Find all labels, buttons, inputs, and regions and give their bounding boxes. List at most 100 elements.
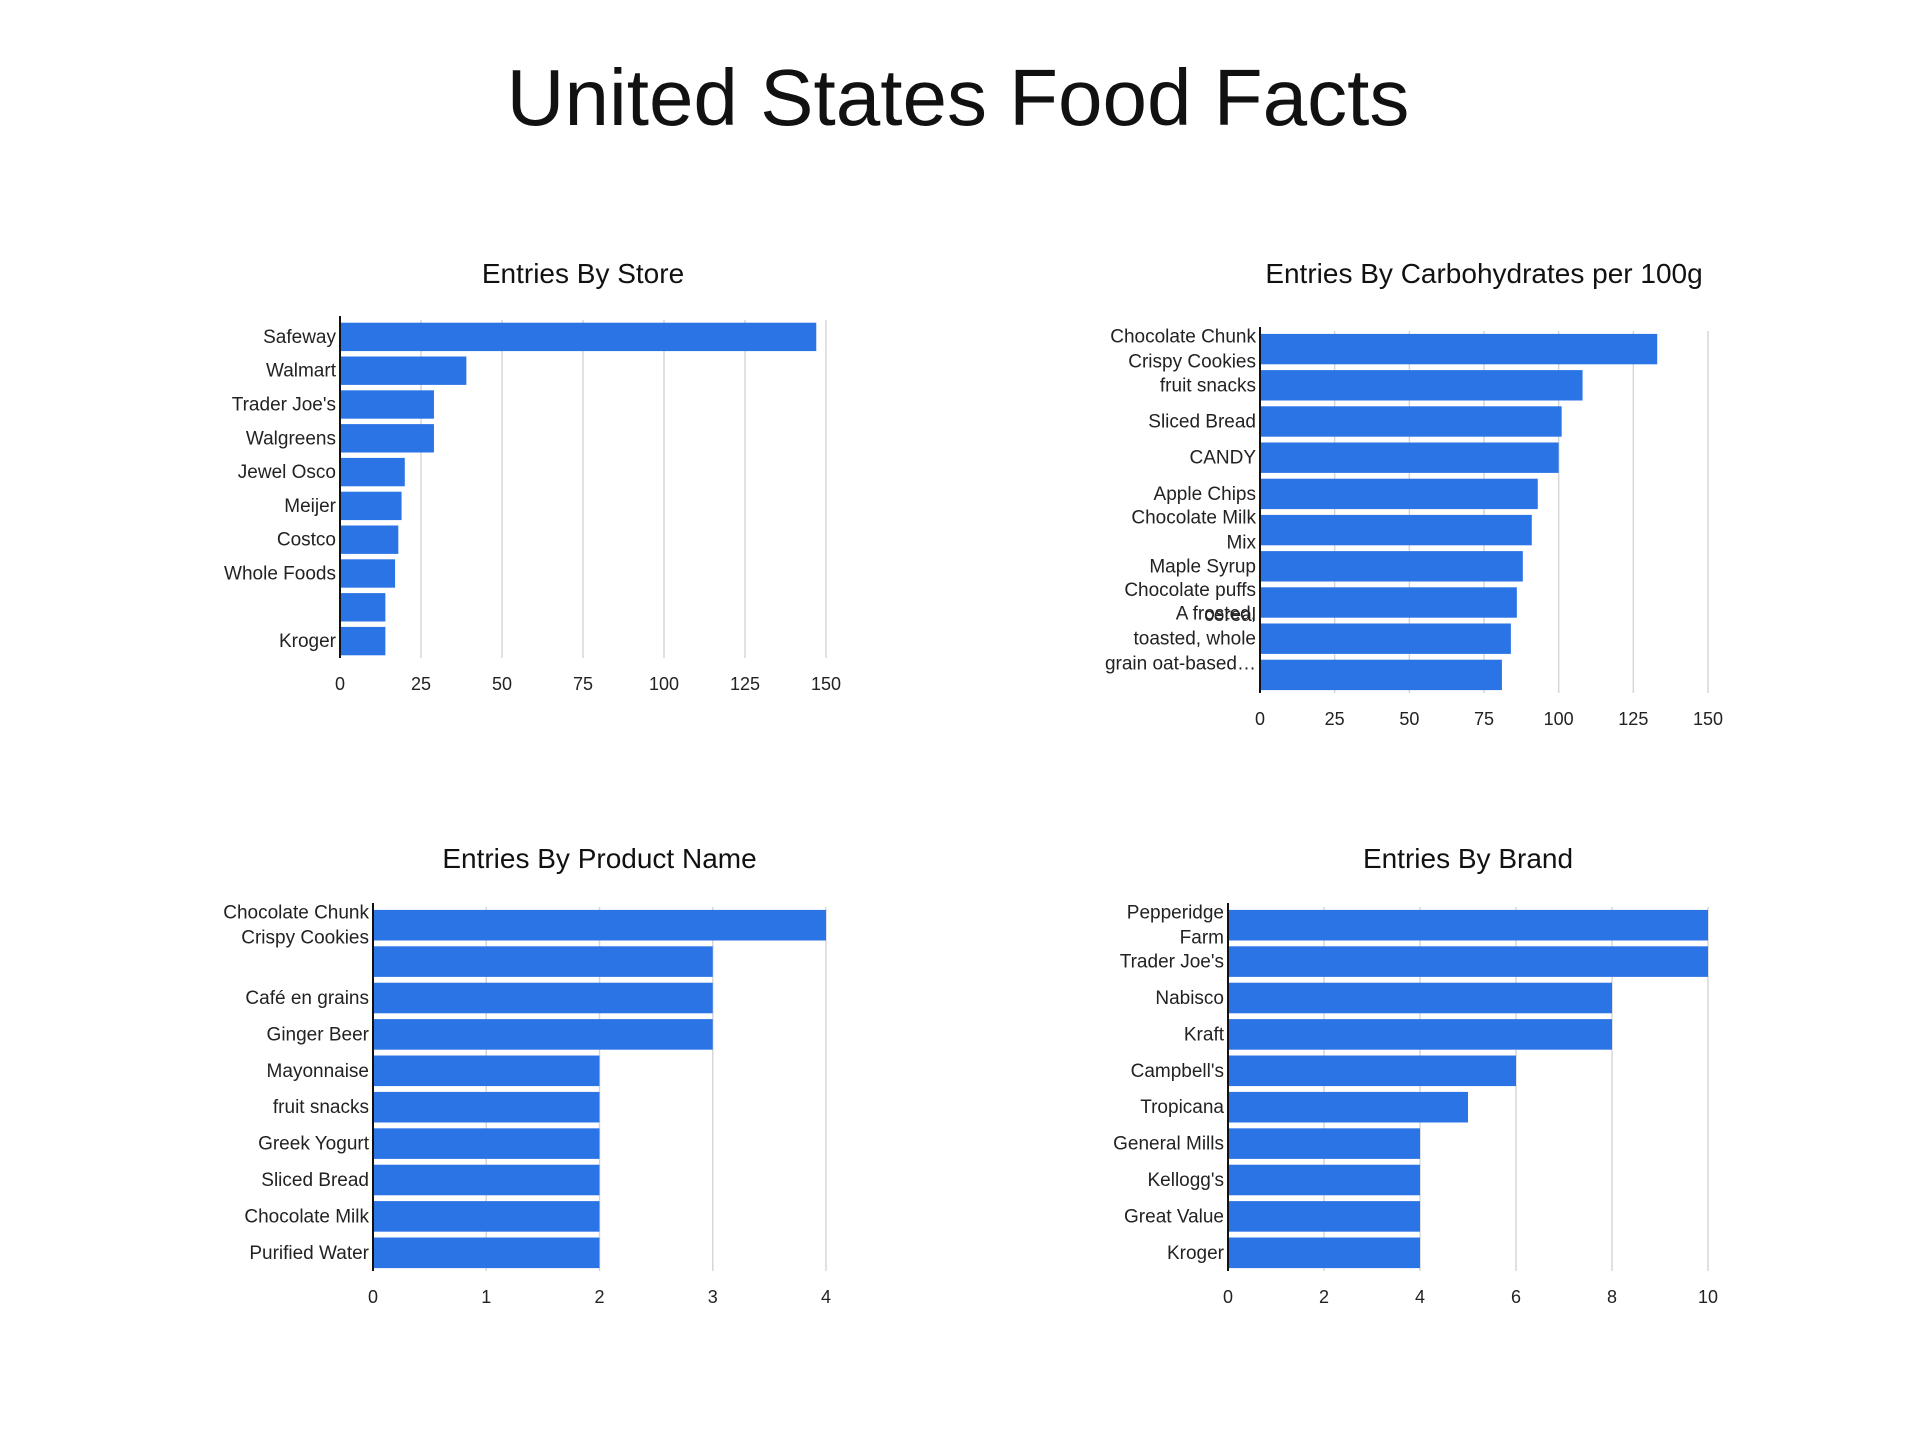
category-label: Kroger bbox=[279, 631, 337, 652]
bar-maple-syrup bbox=[1260, 551, 1523, 582]
category-label: Campbell's bbox=[1131, 1061, 1224, 1082]
x-tick-label: 3 bbox=[708, 1287, 718, 1307]
bar-row-2 bbox=[373, 946, 713, 977]
category-label: Chocolate Milk bbox=[244, 1206, 369, 1227]
category-label: Sliced Bread bbox=[1148, 412, 1256, 433]
x-tick-label: 0 bbox=[1223, 1287, 1233, 1307]
x-tick-label: 75 bbox=[1474, 709, 1494, 729]
bar-costco bbox=[340, 525, 399, 554]
category-label: Purified Water bbox=[249, 1243, 369, 1264]
category-label: Costco bbox=[277, 530, 336, 551]
category-label: A frosted, toasted, whole grain oat-based… bbox=[1105, 604, 1256, 675]
bar-walmart bbox=[340, 356, 467, 385]
category-label: Maple Syrup bbox=[1149, 556, 1256, 577]
bar-walgreens bbox=[340, 424, 434, 453]
x-tick-label: 2 bbox=[1319, 1287, 1329, 1307]
bar-sliced-bread bbox=[373, 1164, 600, 1196]
bar-chocolate-chunk-crispy-cookies bbox=[373, 909, 826, 941]
bar-meijer bbox=[340, 491, 402, 521]
bar-whole-foods bbox=[340, 559, 396, 588]
bar-nabisco bbox=[1228, 982, 1612, 1014]
chart-panel-carbohydrates: Entries By Carbohydrates per 100g 0 25 50 75… bbox=[958, 230, 1916, 790]
bar-chart-carbohydrates: Entries By Carbohydrates per 100g 0 25 50 75… bbox=[1105, 258, 1723, 729]
x-tick-label: 150 bbox=[1693, 709, 1723, 729]
bar-row-9 bbox=[340, 593, 386, 622]
bar-tropicana bbox=[1228, 1091, 1468, 1123]
category-label: Chocolate Chunk Crispy Cookies bbox=[223, 903, 369, 949]
bar-general-mills bbox=[1228, 1128, 1420, 1159]
category-label: Trader Joe's bbox=[1120, 952, 1224, 973]
bar-pepperidge-farm bbox=[1228, 909, 1708, 941]
category-label: Meijer bbox=[284, 496, 336, 517]
bar-kraft bbox=[1228, 1019, 1612, 1050]
category-label: Jewel Osco bbox=[238, 462, 336, 483]
x-tick-label: 4 bbox=[1415, 1287, 1425, 1307]
category-label: Apple Chips bbox=[1154, 484, 1256, 505]
bar-chart-brand: Entries By Brand 0 2 4 6 8 10 Pepperidge Farm Tra… bbox=[1113, 843, 1718, 1307]
category-label: Kellogg's bbox=[1147, 1170, 1224, 1191]
bar-jewel-osco bbox=[340, 457, 405, 487]
bar-trader-joe-s bbox=[1228, 946, 1708, 977]
x-tick-label: 150 bbox=[811, 674, 841, 694]
category-label: Safeway bbox=[263, 327, 336, 348]
chart-panel-product-name: Entries By Product Name 0 1 2 3 4 Chocolate Ch… bbox=[0, 815, 958, 1375]
category-label: Chocolate Chunk Crispy Cookies bbox=[1110, 327, 1256, 373]
x-tick-label: 50 bbox=[1399, 709, 1419, 729]
bar-sliced-bread bbox=[1260, 406, 1562, 437]
x-tick-label: 125 bbox=[730, 674, 760, 694]
category-label: Sliced Bread bbox=[261, 1170, 369, 1191]
x-tick-label: 2 bbox=[594, 1287, 604, 1307]
bar-kroger bbox=[1228, 1237, 1420, 1269]
bar-chart-store: Entries By Store 0 25 50 75 100 125 150 Safeway W… bbox=[224, 258, 841, 694]
bar-chocolate-milk bbox=[373, 1201, 600, 1232]
category-label: Nabisco bbox=[1155, 988, 1224, 1009]
bar-mayonnaise bbox=[373, 1055, 600, 1087]
category-label: Kraft bbox=[1184, 1024, 1225, 1045]
chart-title: Entries By Product Name bbox=[442, 843, 756, 874]
x-tick-label: 0 bbox=[368, 1287, 378, 1307]
category-label: Walmart bbox=[266, 361, 337, 382]
category-label: fruit snacks bbox=[273, 1097, 369, 1118]
bar-kroger bbox=[340, 626, 386, 656]
chart-title: Entries By Carbohydrates per 100g bbox=[1265, 258, 1702, 289]
bar-chocolate-chunk-crispy-cookies bbox=[1260, 333, 1658, 365]
category-label: Trader Joe's bbox=[232, 395, 336, 416]
x-tick-label: 125 bbox=[1618, 709, 1648, 729]
bar-campbell-s bbox=[1228, 1055, 1516, 1087]
x-tick-label: 10 bbox=[1698, 1287, 1718, 1307]
bar-chart-product-name: Entries By Product Name 0 1 2 3 4 Chocolate Ch… bbox=[223, 843, 831, 1307]
category-label: Ginger Beer bbox=[267, 1024, 370, 1045]
x-tick-label: 4 bbox=[821, 1287, 831, 1307]
bar-fruit-snacks bbox=[373, 1091, 600, 1123]
category-label: fruit snacks bbox=[1160, 375, 1256, 396]
category-label: CANDY bbox=[1189, 448, 1256, 469]
category-label: General Mills bbox=[1113, 1134, 1224, 1155]
bar-fruit-snacks bbox=[1260, 370, 1583, 401]
x-tick-label: 100 bbox=[1544, 709, 1574, 729]
bar-chocolate-milk-mix bbox=[1260, 514, 1532, 546]
category-label: Greek Yogurt bbox=[258, 1134, 370, 1155]
category-label: Pepperidge Farm bbox=[1127, 903, 1224, 949]
category-label: Mayonnaise bbox=[267, 1061, 369, 1082]
bar-a-frosted-toasted-whole-grain-oat-based bbox=[1260, 623, 1511, 654]
category-label: Great Value bbox=[1124, 1206, 1224, 1227]
x-tick-label: 25 bbox=[411, 674, 431, 694]
bar-kellogg-s bbox=[1228, 1164, 1420, 1196]
bar-safeway bbox=[340, 322, 817, 352]
category-label: Walgreens bbox=[246, 428, 336, 449]
chart-title: Entries By Brand bbox=[1363, 843, 1573, 874]
x-tick-label: 75 bbox=[573, 674, 593, 694]
bar-trader-joe-s bbox=[340, 390, 434, 419]
bar-apple-chips bbox=[1260, 478, 1538, 510]
category-label: Kroger bbox=[1167, 1243, 1225, 1264]
category-label: Chocolate puffs cereal bbox=[1124, 580, 1256, 626]
bar-ginger-beer bbox=[373, 1019, 713, 1050]
x-tick-label: 0 bbox=[1255, 709, 1265, 729]
x-tick-label: 6 bbox=[1511, 1287, 1521, 1307]
chart-title: Entries By Store bbox=[482, 258, 684, 289]
bar-row-10 bbox=[1260, 659, 1502, 691]
category-label: Whole Foods bbox=[224, 564, 336, 585]
x-tick-label: 8 bbox=[1607, 1287, 1617, 1307]
chart-panel-store: Entries By Store 0 25 50 75 100 125 150 Safeway W… bbox=[0, 230, 958, 790]
bar-purified-water bbox=[373, 1237, 600, 1269]
